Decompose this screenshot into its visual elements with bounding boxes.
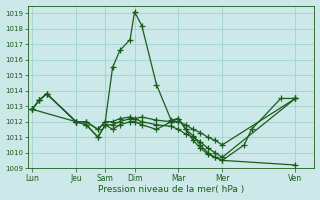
X-axis label: Pression niveau de la mer( hPa ): Pression niveau de la mer( hPa ) xyxy=(98,185,244,194)
